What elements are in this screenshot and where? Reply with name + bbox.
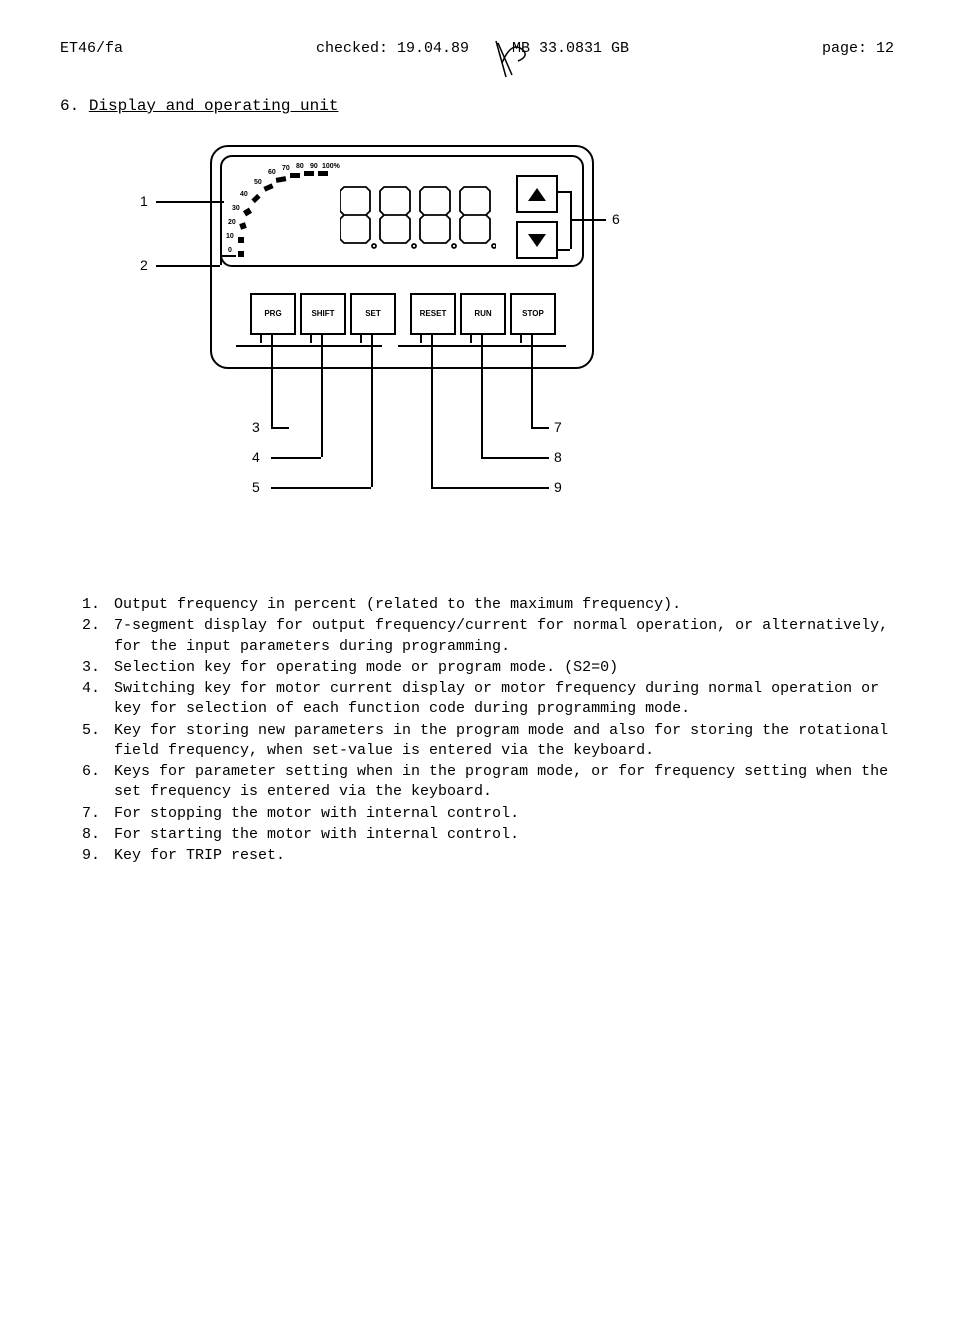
checked-info: checked: 19.04.89 MB 33.0831 GB bbox=[316, 40, 629, 57]
callout-1: 1 bbox=[140, 193, 148, 209]
legend-item: Output frequency in percent (related to … bbox=[82, 595, 894, 615]
legend-item: Selection key for operating mode or prog… bbox=[82, 658, 894, 678]
legend-item: For starting the motor with internal con… bbox=[82, 825, 894, 845]
legend-item: 7-segment display for output frequency/c… bbox=[82, 616, 894, 657]
callout-6: 6 bbox=[612, 211, 620, 227]
page-number: page: 12 bbox=[822, 40, 894, 57]
callout-5: 5 bbox=[252, 479, 260, 495]
legend-item: Keys for parameter setting when in the p… bbox=[82, 762, 894, 803]
legend-list: Output frequency in percent (related to … bbox=[82, 595, 894, 866]
arrow-up-button[interactable] bbox=[516, 175, 558, 213]
legend-item: Key for TRIP reset. bbox=[82, 846, 894, 866]
seven-segment-display bbox=[340, 183, 496, 255]
callout-7: 7 bbox=[554, 419, 562, 435]
triangle-up-icon bbox=[528, 188, 546, 201]
reset-button[interactable]: RESET bbox=[410, 293, 456, 335]
triangle-down-icon bbox=[528, 234, 546, 247]
doc-id: ET46/fa bbox=[60, 40, 123, 57]
panel-diagram: 0 10 20 30 40 50 60 70 80 90 100% bbox=[140, 145, 894, 535]
callout-8: 8 bbox=[554, 449, 562, 465]
callout-3: 3 bbox=[252, 419, 260, 435]
run-button[interactable]: RUN bbox=[460, 293, 506, 335]
shift-button[interactable]: SHIFT bbox=[300, 293, 346, 335]
callout-4: 4 bbox=[252, 449, 260, 465]
signature-mark bbox=[494, 37, 530, 79]
page-header: ET46/fa checked: 19.04.89 MB 33.0831 GB … bbox=[60, 40, 894, 57]
legend-item: For stopping the motor with internal con… bbox=[82, 804, 894, 824]
prg-button[interactable]: PRG bbox=[250, 293, 296, 335]
arrow-down-button[interactable] bbox=[516, 221, 558, 259]
callout-9: 9 bbox=[554, 479, 562, 495]
legend-item: Switching key for motor current display … bbox=[82, 679, 894, 720]
callout-2: 2 bbox=[140, 257, 148, 273]
legend-item: Key for storing new parameters in the pr… bbox=[82, 721, 894, 762]
stop-button[interactable]: STOP bbox=[510, 293, 556, 335]
section-heading: 6. Display and operating unit bbox=[60, 97, 894, 115]
output-percent-scale: 0 10 20 30 40 50 60 70 80 90 100% bbox=[228, 159, 334, 257]
set-button[interactable]: SET bbox=[350, 293, 396, 335]
